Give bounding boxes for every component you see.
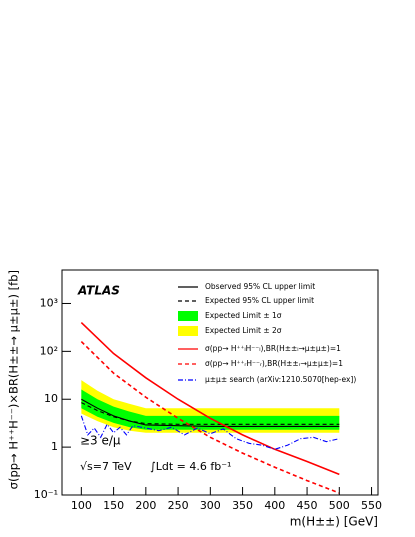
x-axis-label: m(H±±) [GeV] bbox=[290, 515, 378, 529]
legend-label: Observed 95% CL upper limit bbox=[205, 282, 315, 291]
x-tick-label: 250 bbox=[168, 499, 189, 512]
y-tick-label: 10² bbox=[40, 344, 58, 357]
y-tick-label: 10³ bbox=[40, 296, 58, 309]
x-tick-label: 150 bbox=[103, 499, 124, 512]
x-tick-label: 350 bbox=[232, 499, 253, 512]
x-tick-label: 500 bbox=[329, 499, 350, 512]
y-axis-label: σ(pp→ H⁺⁺H⁻⁻)×BR(H±±→ μ±μ±) [fb] bbox=[7, 270, 21, 489]
legend-label: μ±μ± search (arXiv:1210.5070[hep-ex]) bbox=[205, 375, 356, 384]
series-line bbox=[80, 321, 340, 476]
legend-label: Expected 95% CL upper limit bbox=[205, 296, 314, 305]
frame bbox=[61, 269, 379, 496]
x-tick-label: 200 bbox=[135, 499, 156, 512]
legend-label: Expected Limit ± 2σ bbox=[205, 326, 282, 335]
series-line bbox=[81, 402, 340, 425]
annotation: ≥3 e/μ bbox=[80, 434, 121, 448]
series-line bbox=[81, 398, 340, 428]
annotation: √s=7 TeV bbox=[80, 460, 132, 473]
legend-swatch bbox=[178, 311, 198, 321]
x-tick-label: 550 bbox=[361, 499, 382, 512]
legend-label: σ(pp→ H⁺⁺ᵣH⁻⁻ᵣ),BR(H±±ᵣ→μ±μ±)=1 bbox=[205, 359, 343, 368]
y-tick-label: 1 bbox=[51, 440, 58, 453]
legend-label: Expected Limit ± 1σ bbox=[205, 311, 282, 320]
series-line bbox=[80, 415, 340, 450]
x-tick-label: 300 bbox=[200, 499, 221, 512]
y-tick-label: 10⁻¹ bbox=[34, 488, 58, 501]
x-tick-label: 450 bbox=[297, 499, 318, 512]
legend-swatch bbox=[178, 326, 198, 336]
band bbox=[81, 389, 340, 430]
annotation: ∫Ldt = 4.6 fb⁻¹ bbox=[150, 460, 231, 473]
x-tick-label: 400 bbox=[264, 499, 285, 512]
x-tick-label: 100 bbox=[71, 499, 92, 512]
plot-area bbox=[80, 321, 340, 494]
atlas-label: ATLAS bbox=[77, 284, 120, 298]
y-tick-label: 10 bbox=[44, 392, 58, 405]
legend-label: σ(pp→ H⁺⁺ₗH⁻⁻ₗ),BR(H±±ₗ→μ±μ±)=1 bbox=[205, 344, 341, 353]
series-line bbox=[80, 341, 340, 494]
